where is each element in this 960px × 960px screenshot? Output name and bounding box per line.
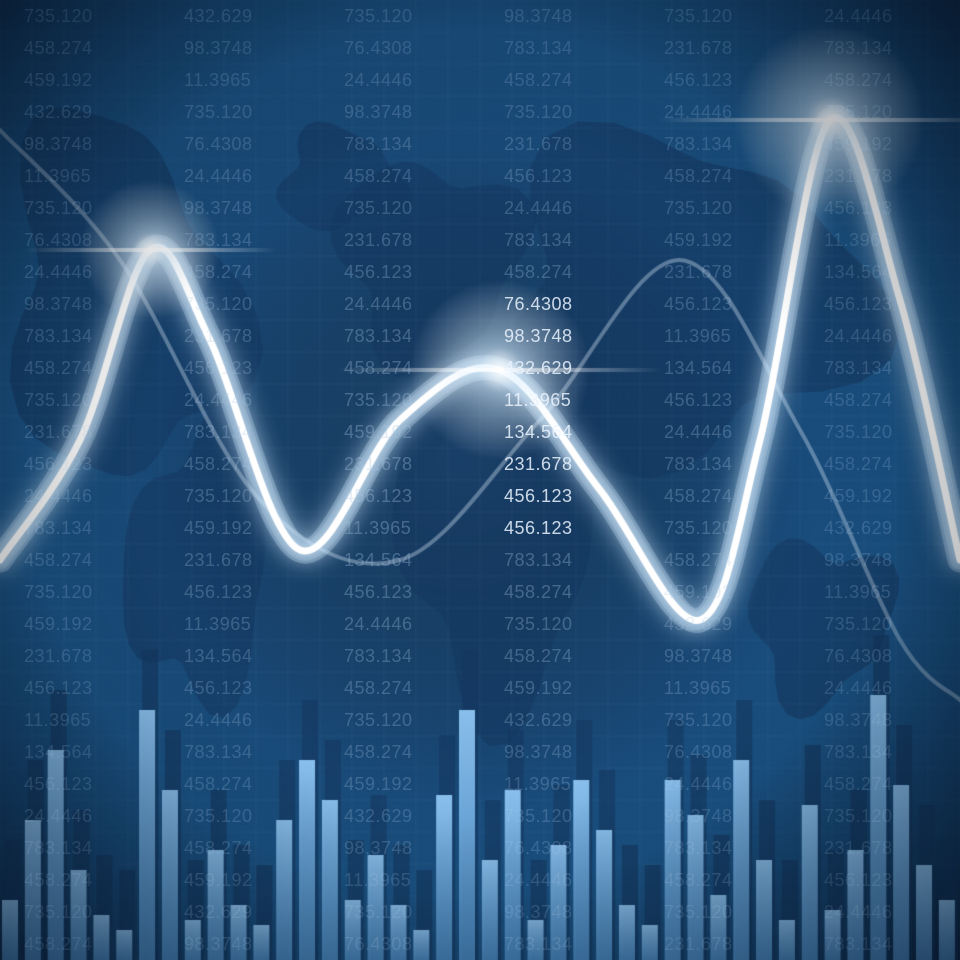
financial-chart-canvas	[0, 0, 960, 960]
